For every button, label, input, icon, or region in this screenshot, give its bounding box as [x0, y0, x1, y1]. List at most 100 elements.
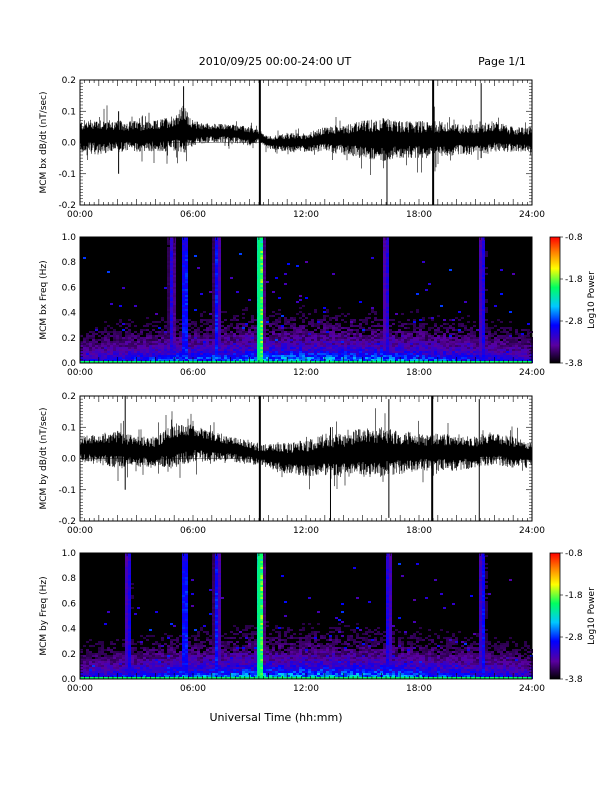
spectrogram-cell [356, 343, 359, 345]
spectrogram-cell [527, 339, 530, 341]
spectrogram-cell [335, 359, 338, 361]
spectrogram-cell [86, 671, 89, 673]
spectrogram-cell [194, 321, 197, 323]
spectrogram-cell [134, 351, 137, 353]
spectrogram-cell [371, 307, 374, 309]
spectrogram-cell [404, 341, 407, 343]
spectrogram-cell [182, 311, 185, 313]
spectrogram-cell [446, 351, 449, 353]
spectrogram-cell [482, 265, 485, 267]
spectrogram-cell [143, 675, 146, 677]
spectrogram-cell [317, 351, 320, 353]
spectrogram-cell [104, 355, 107, 357]
spectrogram-cell [299, 333, 302, 335]
spectrogram-cell [302, 345, 305, 347]
spectrogram-cell [230, 355, 233, 357]
spectrogram-cell [143, 667, 146, 669]
spectrogram-cell [284, 273, 287, 275]
spectrogram-cell [194, 333, 197, 335]
spectrogram-cell [401, 357, 404, 359]
spectrogram-cell [329, 331, 332, 333]
panel-3: 00:00 06:00 12:00 18:00 24:000.20.10.0-0.1-0… [39, 392, 545, 536]
spectrogram-cell [116, 657, 119, 659]
spectrogram-cell [191, 337, 194, 339]
spectrogram-cell [98, 347, 101, 349]
spectrogram-cell [293, 325, 296, 327]
spectrogram-cell [158, 657, 161, 659]
spectrogram-cell [107, 347, 110, 349]
spectrogram-cell [407, 333, 410, 335]
spectrogram-cell [278, 325, 281, 327]
spectrogram-cell [416, 357, 419, 359]
y-axis-title: MCM bx dB/dt (nT/sec) [39, 91, 49, 193]
spectrogram-cell [389, 319, 392, 321]
spectrogram-cell [212, 257, 215, 259]
spectrogram-cell [425, 335, 428, 337]
spectrogram-cell [446, 323, 449, 325]
spectrogram-cell [236, 337, 239, 339]
spectrogram-cell [476, 339, 479, 341]
spectrogram-cell [482, 283, 485, 285]
spectrogram-cell [212, 341, 215, 343]
spectrogram-cell [293, 327, 296, 329]
y-axis-title: MCM by dB/dt (nT/sec) [39, 407, 49, 509]
spectrogram-cell [254, 337, 257, 339]
x-tick-label: 24:00 [519, 210, 545, 220]
spectrogram-cell [239, 359, 242, 361]
spectrogram-cell [83, 667, 86, 669]
spectrogram-cell [80, 357, 83, 359]
spectrogram-cell [266, 337, 269, 339]
spectrogram-cell [203, 335, 206, 337]
spectrogram-cell [194, 325, 197, 327]
spectrogram-cell [125, 625, 128, 627]
spectrogram-cell [386, 271, 389, 273]
spectrogram-cell [305, 329, 308, 331]
spectrogram-cell [158, 357, 161, 359]
spectrogram-cell [122, 329, 125, 331]
spectrogram-cell [146, 653, 149, 655]
spectrogram-cell [266, 353, 269, 355]
spectrogram-cell [350, 323, 353, 325]
spectrogram-cell [263, 287, 266, 289]
spectrogram-cell [494, 355, 497, 357]
spectrogram-cell [131, 355, 134, 357]
spectrogram-cell [170, 343, 173, 345]
spectrogram-cell [311, 357, 314, 359]
spectrogram-cell [503, 335, 506, 337]
spectrogram-cell [98, 353, 101, 355]
spectrogram-cell [161, 359, 164, 361]
spectrogram-cell [86, 651, 89, 653]
spectrogram-cell [215, 269, 218, 271]
spectrogram-cell [176, 347, 179, 349]
spectrogram-cell [197, 341, 200, 343]
spectrogram-cell [398, 321, 401, 323]
spectrogram-cell [155, 653, 158, 655]
spectrogram-cell [467, 333, 470, 335]
spectrogram-cell [320, 329, 323, 331]
spectrogram-cell [95, 351, 98, 353]
spectrogram-cell [332, 345, 335, 347]
spectrogram-cell [320, 333, 323, 335]
spectrogram-cell [215, 331, 218, 333]
spectrogram-cell [101, 649, 104, 651]
spectrogram-cell [173, 241, 176, 243]
spectrogram-cell [176, 327, 179, 329]
spectrogram-cell [470, 351, 473, 353]
spectrogram-cell [254, 341, 257, 343]
spectrogram-cell [326, 359, 329, 361]
spectrogram-cell [98, 651, 101, 653]
spectrogram-cell [203, 355, 206, 357]
spectrogram-cell [185, 319, 188, 321]
spectrogram-cell [230, 343, 233, 345]
spectrogram-cell [308, 321, 311, 323]
spectrogram-cell [185, 297, 188, 299]
spectrogram-cell [128, 359, 131, 361]
spectrogram-cell [383, 295, 386, 297]
spectrogram-cell [422, 317, 425, 319]
spectrogram-cell [275, 335, 278, 337]
spectrogram-cell [155, 655, 158, 657]
spectrogram-cell [152, 329, 155, 331]
spectrogram-cell [212, 325, 215, 327]
spectrogram-cell [170, 301, 173, 303]
spectrogram-cell [269, 341, 272, 343]
